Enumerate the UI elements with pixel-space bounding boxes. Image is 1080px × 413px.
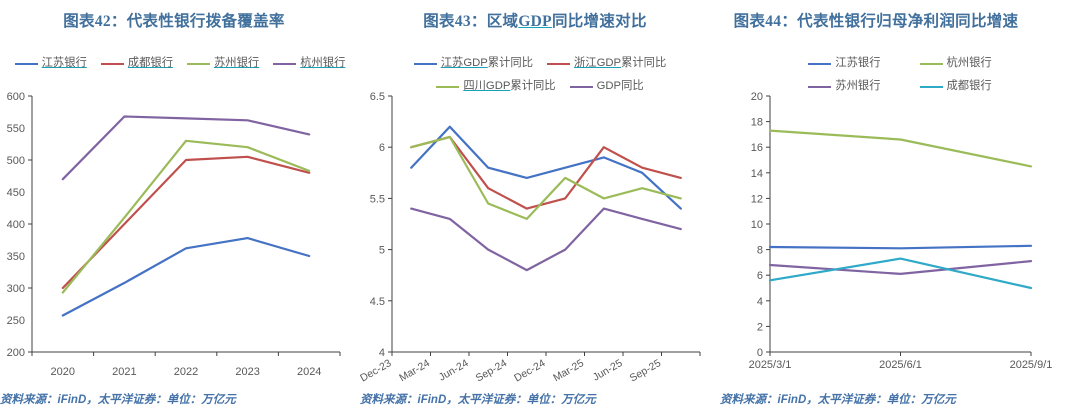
svg-text:500: 500 bbox=[7, 155, 25, 167]
svg-text:2025/3/1: 2025/3/1 bbox=[749, 359, 792, 371]
svg-text:250: 250 bbox=[7, 315, 25, 327]
svg-text:Dec-24: Dec-24 bbox=[512, 357, 547, 384]
svg-text:18: 18 bbox=[751, 117, 763, 129]
svg-text:16: 16 bbox=[751, 142, 763, 154]
svg-text:200: 200 bbox=[7, 347, 25, 359]
svg-text:6: 6 bbox=[379, 142, 385, 154]
svg-text:12: 12 bbox=[751, 193, 763, 205]
svg-text:Jun-25: Jun-25 bbox=[591, 357, 625, 384]
svg-text:600: 600 bbox=[7, 91, 25, 103]
svg-text:10: 10 bbox=[751, 219, 763, 231]
svg-text:8: 8 bbox=[757, 245, 763, 257]
svg-text:Mar-24: Mar-24 bbox=[397, 357, 432, 384]
svg-text:4: 4 bbox=[379, 347, 385, 359]
svg-text:4.5: 4.5 bbox=[370, 296, 385, 308]
svg-text:Sep-24: Sep-24 bbox=[474, 357, 509, 384]
svg-text:300: 300 bbox=[7, 283, 25, 295]
svg-text:2024: 2024 bbox=[297, 366, 321, 378]
svg-text:Mar-25: Mar-25 bbox=[551, 357, 586, 384]
svg-text:350: 350 bbox=[7, 251, 25, 263]
svg-text:2023: 2023 bbox=[235, 366, 259, 378]
svg-text:14: 14 bbox=[751, 168, 763, 180]
svg-text:6.5: 6.5 bbox=[370, 91, 385, 103]
svg-text:Sep-25: Sep-25 bbox=[628, 357, 663, 384]
svg-text:0: 0 bbox=[757, 347, 763, 359]
svg-text:2025/6/1: 2025/6/1 bbox=[879, 359, 922, 371]
svg-text:2020: 2020 bbox=[51, 366, 75, 378]
svg-text:400: 400 bbox=[7, 219, 25, 231]
svg-text:4: 4 bbox=[757, 296, 763, 308]
svg-text:20: 20 bbox=[751, 91, 763, 103]
svg-text:Jun-24: Jun-24 bbox=[437, 357, 471, 384]
svg-text:5: 5 bbox=[379, 245, 385, 257]
svg-text:Dec-23: Dec-23 bbox=[360, 357, 394, 384]
svg-text:450: 450 bbox=[7, 187, 25, 199]
svg-text:550: 550 bbox=[7, 123, 25, 135]
svg-text:2022: 2022 bbox=[174, 366, 198, 378]
svg-text:5.5: 5.5 bbox=[370, 193, 385, 205]
svg-text:2021: 2021 bbox=[112, 366, 136, 378]
svg-text:6: 6 bbox=[757, 270, 763, 282]
svg-text:2: 2 bbox=[757, 321, 763, 333]
svg-text:2025/9/1: 2025/9/1 bbox=[1010, 359, 1053, 371]
